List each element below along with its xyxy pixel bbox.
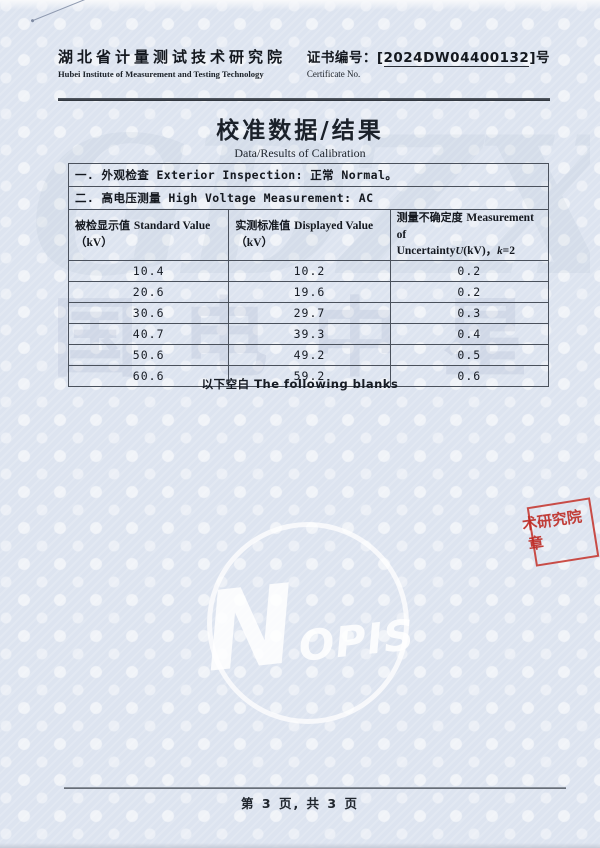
certificate-number-label-en: Certificate No.: [306, 69, 361, 79]
nopis-watermark-text: NOPIS: [197, 560, 417, 697]
page-top-edge: [0, 0, 600, 10]
table-row: 20.6 19.6 0.2: [67, 281, 550, 304]
coverage-factor-value: =2: [502, 245, 515, 258]
displayed-value-cell: 19.6: [228, 281, 391, 304]
uncertainty-cell: 0.2: [389, 281, 550, 304]
header-divider-rule: [58, 98, 550, 101]
col-header-displayed-cn: 实测标准值: [235, 219, 291, 233]
col-header-uncertainty-en2: Uncertainty: [396, 245, 456, 258]
displayed-value-cell: 59.2: [228, 365, 391, 388]
exterior-inspection-text: 一. 外观检查 Exterior Inspection: 正常 Normal。: [68, 163, 549, 187]
standard-value-cell: 10.4: [67, 260, 230, 283]
col-header-uncertainty-en1: Measurement of: [396, 212, 534, 241]
uncertainty-cell: 0.2: [389, 260, 550, 283]
col-header-standard: 被检显示值 Standard Value（kV）: [67, 208, 230, 262]
institute-name-en: Hubei Institute of Measurement and Testi…: [58, 69, 264, 79]
nopis-watermark-circle: NOPIS: [198, 522, 417, 724]
displayed-value-cell: 29.7: [228, 302, 391, 325]
uncertainty-cell: 0.6: [389, 365, 550, 388]
page-bottom-edge: [0, 843, 600, 848]
col-header-uncertainty-cn: 测量不确定度: [396, 211, 463, 224]
stamp-text-line1: 术研究院: [521, 507, 584, 534]
section-row-exterior: 一. 外观检查 Exterior Inspection: 正常 Normal。: [68, 163, 549, 187]
footer-divider-rule: [64, 787, 566, 789]
certificate-number-block: 证书编号：[2024DW04400132]号 Certificate No.: [307, 46, 550, 79]
institute-block: 湖北省计量测试技术研究院 Hubei Institute of Measurem…: [58, 46, 286, 79]
col-header-displayed-en: Displayed Value（kV）: [235, 220, 374, 250]
red-seal-stamp: 术研究院 章: [521, 497, 600, 567]
standard-value-cell: 30.6: [67, 302, 230, 325]
uncertainty-cell: 0.5: [389, 344, 550, 367]
following-blanks-note: 以下空白 The following blanks: [201, 377, 399, 391]
certificate-number-suffix: ]号: [529, 50, 550, 66]
displayed-value-cell: 39.3: [228, 323, 391, 346]
standard-value-cell: 60.6: [67, 365, 230, 388]
standard-value-cell: 20.6: [67, 281, 230, 304]
table-row: 40.7 39.3 0.4: [67, 323, 550, 346]
certificate-number-value: 2024DW04400132: [383, 50, 530, 67]
table-header-row: 被检显示值 Standard Value（kV） 实测标准值 Displayed…: [67, 208, 550, 262]
uncertainty-cell: 0.4: [389, 323, 550, 346]
stamp-text-line2: 章: [527, 533, 545, 554]
uncertainty-unit: (kV)，: [463, 245, 498, 258]
displayed-value-cell: 49.2: [228, 344, 391, 367]
uncertainty-cell: 0.3: [389, 302, 550, 325]
certificate-number-line: 证书编号：[2024DW04400132]号: [306, 46, 550, 67]
col-header-standard-cn: 被检显示值: [75, 219, 130, 233]
institute-name-cn: 湖北省计量测试技术研究院: [58, 48, 287, 66]
displayed-value-cell: 10.2: [228, 260, 391, 283]
document-header: 湖北省计量测试技术研究院 Hubei Institute of Measurem…: [58, 46, 550, 79]
page-subtitle: Data/Results of Calibration: [234, 146, 366, 160]
col-header-standard-en: Standard Value（kV）: [75, 220, 211, 250]
table-row: 60.6 59.2 0.6: [67, 365, 550, 388]
col-header-displayed: 实测标准值 Displayed Value（kV）: [228, 208, 391, 262]
standard-value-cell: 40.7: [67, 323, 230, 346]
coverage-factor-k: k: [497, 245, 503, 258]
page-title: 校准数据/结果: [216, 118, 384, 144]
page-number: 第 3 页, 共 3 页: [241, 796, 359, 811]
standard-value-cell: 50.6: [67, 344, 230, 367]
uncertainty-symbol-u: U: [455, 245, 464, 258]
hv-measurement-text: 二. 高电压测量 High Voltage Measurement: AC: [68, 186, 549, 210]
calibration-table: 一. 外观检查 Exterior Inspection: 正常 Normal。 …: [67, 163, 550, 388]
table-row: 30.6 29.7 0.3: [67, 302, 550, 325]
table-row: 50.6 49.2 0.5: [67, 344, 550, 367]
certificate-number-label: 证书编号：: [306, 50, 377, 66]
section-row-hv: 二. 高电压测量 High Voltage Measurement: AC: [68, 186, 549, 210]
col-header-uncertainty: 测量不确定度 Measurement of UncertaintyU(kV)，k…: [389, 208, 550, 262]
table-row: 10.4 10.2 0.2: [67, 260, 550, 283]
certificate-bracket-open: [: [376, 50, 384, 66]
